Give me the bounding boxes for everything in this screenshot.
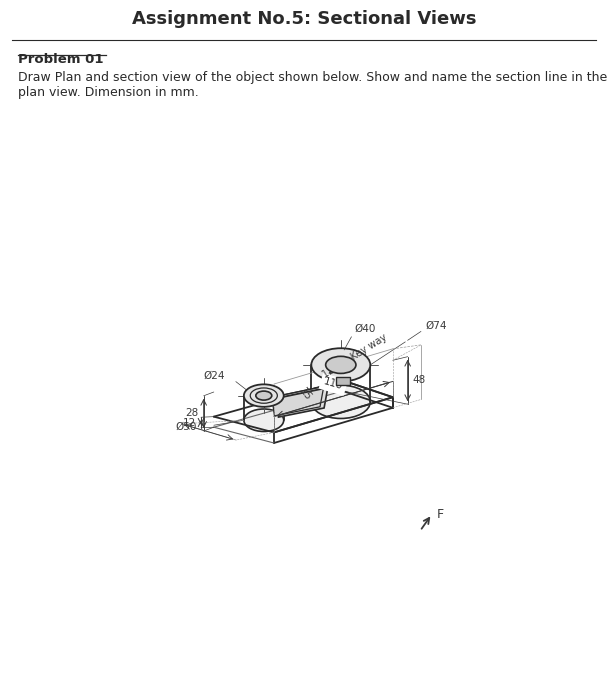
Text: 110: 110 [322, 377, 344, 392]
Ellipse shape [244, 384, 284, 407]
Text: Ø24: Ø24 [203, 370, 224, 381]
Text: 15: 15 [298, 386, 314, 402]
Polygon shape [272, 386, 324, 416]
Polygon shape [276, 388, 328, 417]
Ellipse shape [326, 356, 356, 373]
Text: Problem 01: Problem 01 [18, 53, 104, 66]
Text: Ø74: Ø74 [425, 321, 447, 331]
Text: Draw Plan and section view of the object shown below. Show and name the section : Draw Plan and section view of the object… [18, 71, 607, 99]
Text: Ø40: Ø40 [355, 323, 376, 333]
Text: 12: 12 [183, 417, 196, 428]
Text: 48: 48 [413, 375, 426, 386]
Text: Assignment No.5: Sectional Views: Assignment No.5: Sectional Views [132, 10, 476, 28]
Ellipse shape [244, 409, 284, 431]
Text: F: F [437, 508, 444, 521]
Ellipse shape [311, 385, 370, 419]
Polygon shape [336, 377, 350, 384]
Text: 28: 28 [185, 408, 199, 419]
Ellipse shape [256, 391, 272, 400]
Ellipse shape [311, 348, 370, 382]
Text: 12 x 8 Key way: 12 x 8 Key way [320, 332, 389, 380]
Text: Ø50: Ø50 [175, 422, 196, 432]
